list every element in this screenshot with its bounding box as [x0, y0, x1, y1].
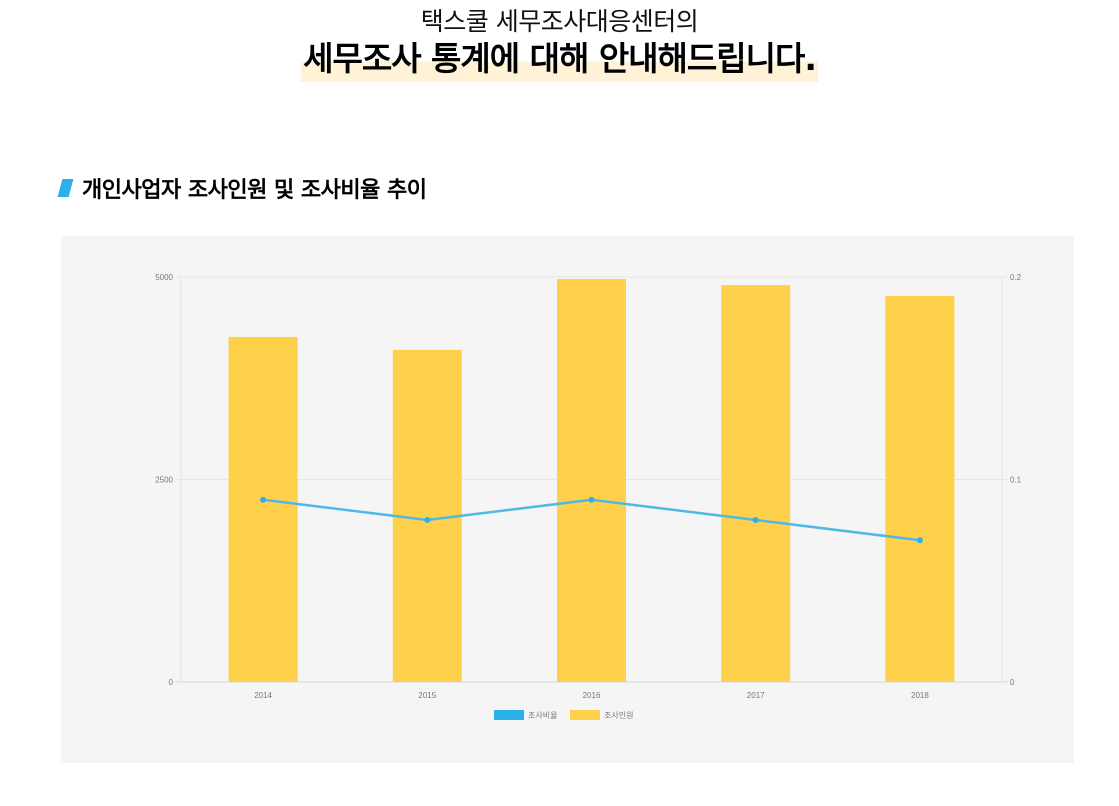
bar-2016[interactable] [557, 279, 626, 682]
left-axis-tick: 2500 [155, 476, 173, 485]
ratio-point-2018[interactable] [916, 537, 923, 544]
ratio-point-2016[interactable] [588, 496, 595, 503]
legend-swatch[interactable] [570, 710, 600, 720]
right-axis-tick: 0 [1010, 678, 1015, 687]
section-heading: 개인사업자 조사인원 및 조사비율 추이 [57, 172, 427, 204]
bar-2014[interactable] [228, 336, 298, 682]
ratio-point-2014[interactable] [260, 496, 267, 503]
right-axis-tick: 0.1 [1010, 476, 1022, 485]
left-axis-tick: 5000 [155, 273, 173, 282]
page-subtitle: 택스쿨 세무조사대응센터의 [420, 7, 699, 36]
ratio-point-2017[interactable] [752, 517, 759, 523]
ratio-point-2015[interactable] [424, 517, 431, 523]
chart-panel: 0 2500 5000 0 0.1 0.2 2014 2015 2016 2017 2018 조사비율… [61, 236, 1074, 763]
left-axis-tick: 0 [169, 678, 174, 687]
right-axis-tick: 0.2 [1010, 273, 1022, 282]
x-axis-tick: 2018 [911, 691, 929, 700]
legend-label[interactable]: 조사인원 [604, 710, 633, 720]
combo-chart: 0 2500 5000 0 0.1 0.2 2014 2015 2016 2017 2018 조사비율… [155, 273, 1022, 720]
bar-2017[interactable] [721, 285, 791, 682]
legend-label[interactable]: 조사비율 [528, 711, 557, 720]
section-title: 개인사업자 조사인원 및 조사비율 추이 [82, 178, 427, 203]
section-marker-icon [57, 179, 74, 197]
bar-2018[interactable] [885, 296, 955, 682]
x-axis-tick: 2016 [583, 691, 601, 700]
x-axis-tick: 2014 [254, 691, 272, 700]
page-title: 세무조사 통계에 대해 안내해드립니다. [301, 36, 818, 82]
x-axis-tick: 2017 [747, 691, 765, 700]
x-axis-tick: 2015 [418, 691, 436, 700]
legend-swatch[interactable] [494, 710, 524, 720]
